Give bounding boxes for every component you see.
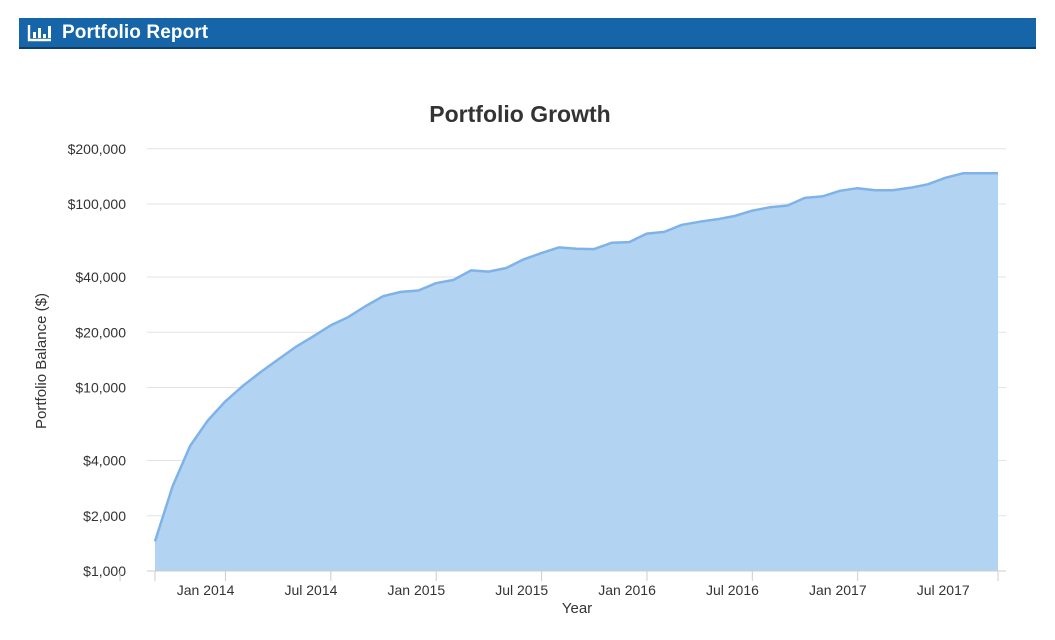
balance-line: [153, 172, 998, 542]
y-tick-label: $20,000: [75, 324, 126, 340]
x-axis: Jan 2014 Jul 2014 Jan 2015 Jul 2015 Jan 2016…: [119, 570, 1006, 598]
report-header: Portfolio Report: [19, 18, 1036, 49]
x-tick-label: Jan 2016: [598, 582, 656, 598]
y-tick-label: $100,000: [68, 196, 127, 212]
y-axis-label: Portfolio Balance ($): [33, 293, 50, 429]
x-tick-label: Jul 2015: [495, 582, 548, 598]
y-tick-label: $200,000: [68, 141, 127, 157]
x-tick-label: Jul 2016: [706, 582, 759, 598]
y-tick-label: $1,000: [83, 563, 126, 579]
y-tick-label: $40,000: [75, 269, 126, 285]
chart-title: Portfolio Growth: [429, 101, 610, 127]
report-title: Portfolio Report: [62, 21, 209, 43]
x-tick-label: Jan 2015: [388, 582, 446, 598]
balance-area: [155, 173, 998, 572]
x-axis-label: Year: [562, 600, 592, 617]
y-tick-label: $4,000: [83, 453, 126, 469]
y-tick-label: $2,000: [83, 508, 126, 524]
y-tick-label: $10,000: [75, 380, 126, 396]
x-tick-label: Jul 2014: [284, 582, 337, 598]
x-tick-label: Jul 2017: [917, 582, 970, 598]
bar-chart-icon: [27, 23, 53, 43]
y-axis: $1,000 $2,000 $4,000 $10,000 $20,000 $40,000 $…: [68, 141, 127, 579]
x-tick-label: Jan 2017: [809, 582, 867, 598]
x-tick-label: Jan 2014: [177, 582, 235, 598]
